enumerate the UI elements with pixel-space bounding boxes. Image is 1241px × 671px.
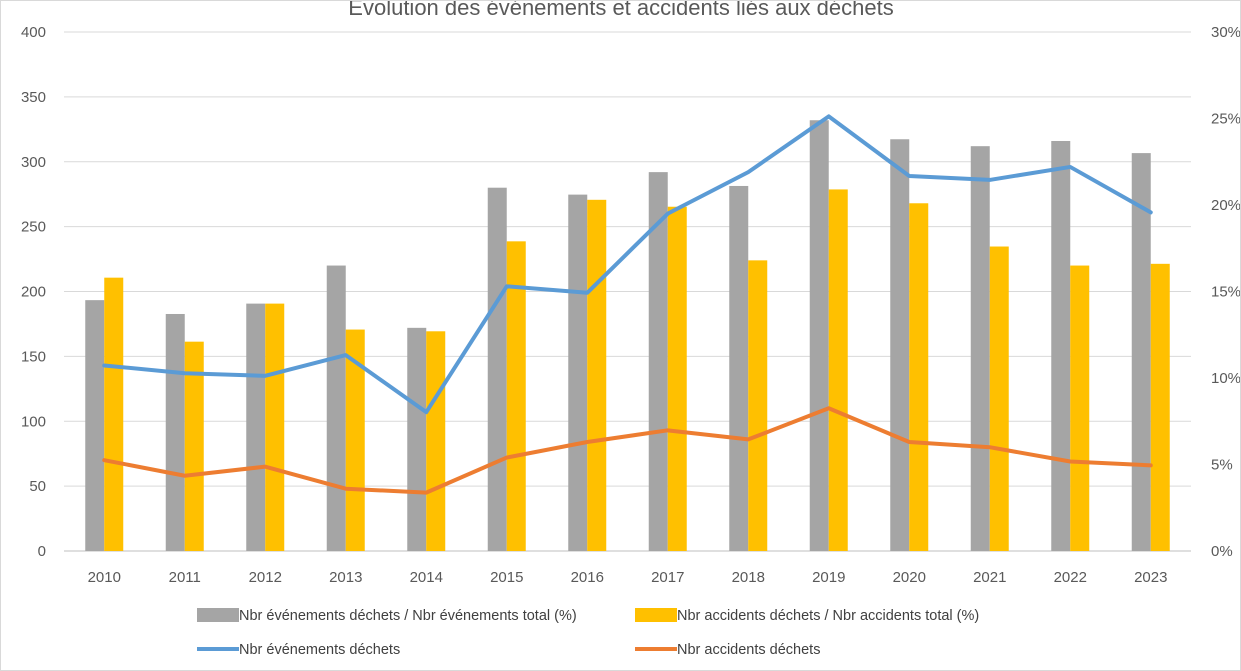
x-tick-label: 2018 [732,569,765,586]
bar-evenements-pct [487,187,507,551]
line-evenements [102,114,1153,415]
bar-evenements-pct [85,300,105,551]
bar-evenements-pct [407,327,427,551]
lines-group [102,114,1153,495]
legend-label: Nbr événements déchets / Nbr événements … [239,608,577,624]
bar-evenements-pct [165,313,185,551]
y2-tick-label: 5% [1211,457,1233,474]
x-tick-label: 2011 [169,569,201,586]
y-axis-left: 0 50 100 150 200 250 300 350 400 [21,24,46,560]
x-tick-label: 2019 [812,569,845,586]
y-tick-label: 50 [29,478,46,495]
x-tick-label: 2010 [88,569,121,586]
y-tick-label: 150 [21,348,46,365]
bar-accidents-pct [265,303,285,551]
x-tick-label: 2013 [329,569,362,586]
bar-accidents-pct [989,246,1009,551]
bar-evenements-pct [1131,153,1151,551]
y-tick-label: 400 [21,24,46,41]
y2-tick-label: 0% [1211,543,1233,560]
x-tick-label: 2015 [490,569,523,586]
gridlines [64,31,1191,552]
y2-tick-label: 15% [1211,284,1240,301]
bar-evenements-pct [729,185,749,551]
x-tick-label: 2014 [410,569,443,586]
x-axis: 2010 2011 2012 2013 2014 2015 2016 2017 2018 2019… [88,569,1168,586]
bar-accidents-pct [1070,265,1090,551]
x-tick-label: 2023 [1134,569,1167,586]
y-tick-label: 350 [21,89,46,106]
bar-evenements-pct [970,146,990,551]
bar-evenements-pct [326,265,346,551]
y-tick-label: 0 [38,543,46,560]
bar-evenements-pct [648,172,668,551]
x-tick-label: 2016 [571,569,604,586]
x-tick-label: 2020 [893,569,926,586]
bar-accidents-pct [667,206,687,552]
bar-evenements-pct [890,139,910,551]
chart-title: Évolution des événements et accidents li… [348,1,893,20]
bar-evenements-pct [246,303,266,551]
legend-label: Nbr événements déchets [239,642,400,658]
legend: Nbr événements déchets / Nbr événements … [197,608,979,658]
legend-label: Nbr accidents déchets / Nbr accidents to… [677,608,979,624]
x-tick-label: 2012 [249,569,282,586]
bar-accidents-pct [104,277,124,551]
bar-accidents-pct [426,331,446,551]
bar-accidents-pct [587,199,607,551]
y2-tick-label: 25% [1211,111,1240,128]
y-tick-label: 250 [21,219,46,236]
bar-accidents-pct [184,341,204,551]
y-tick-label: 100 [21,413,46,430]
bar-evenements-pct [1051,140,1071,552]
bar-evenements-pct [809,120,829,551]
legend-swatch [635,608,677,622]
bar-accidents-pct [828,189,848,551]
y2-tick-label: 20% [1211,197,1240,214]
bar-evenements-pct [568,194,588,551]
y2-tick-label: 30% [1211,24,1240,41]
y-tick-label: 200 [21,284,46,301]
x-tick-label: 2017 [651,569,684,586]
legend-swatch [197,608,239,622]
y-axis-right: 0% 5% 10% 15% 20% 25% 30% [1211,24,1240,560]
y-tick-label: 300 [21,154,46,171]
y2-tick-label: 10% [1211,370,1240,387]
legend-label: Nbr accidents déchets [677,642,820,658]
x-tick-label: 2022 [1054,569,1087,586]
line-accidents [102,406,1153,495]
bar-accidents-pct [1150,263,1170,551]
x-tick-label: 2021 [973,569,1006,586]
bar-accidents-pct [345,329,365,551]
bar-accidents-pct [748,260,768,551]
bar-accidents-pct [506,241,526,551]
bar-accidents-pct [909,203,929,551]
